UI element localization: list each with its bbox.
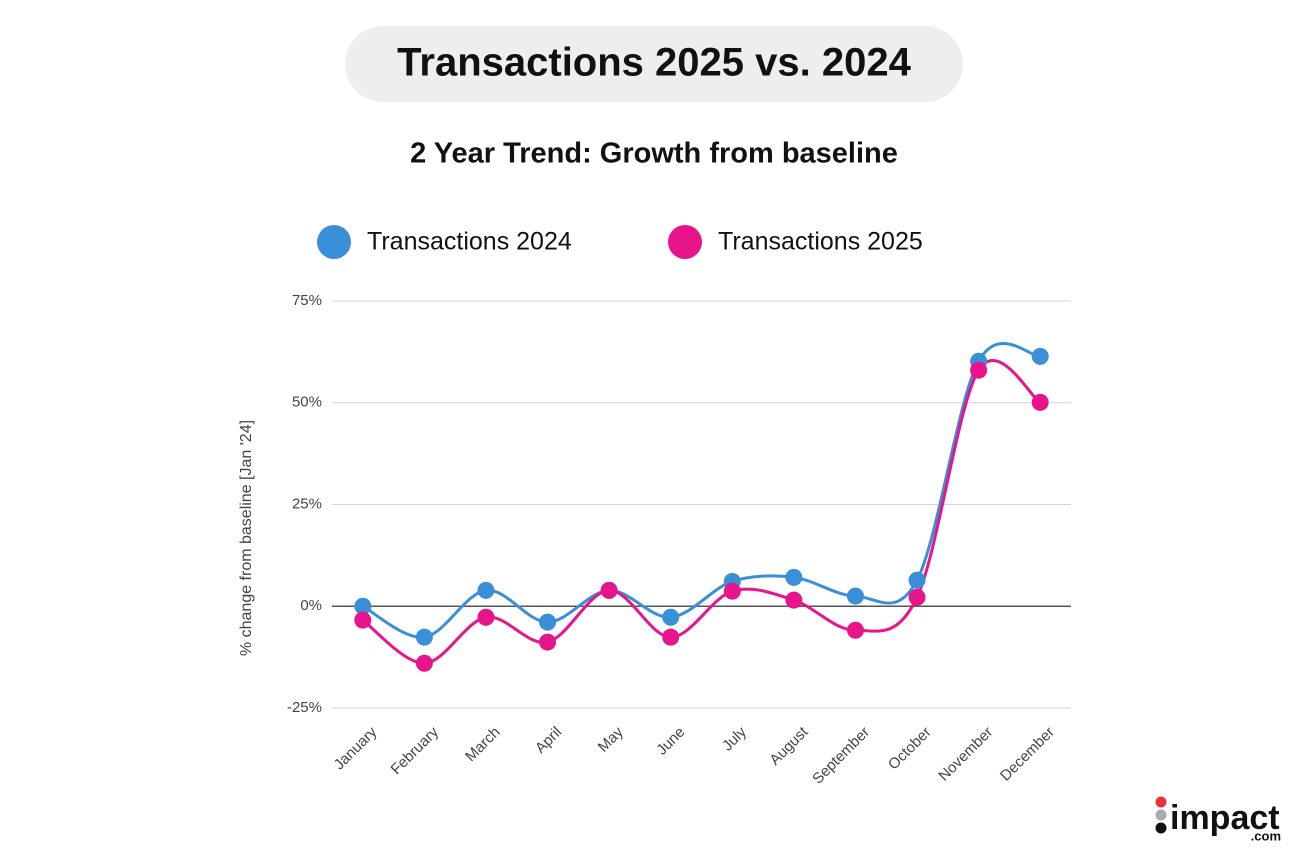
- data-point: [477, 581, 495, 599]
- logo-dot: [1155, 796, 1167, 808]
- x-tick-label: December: [997, 724, 1058, 785]
- x-tick-label: October: [885, 724, 935, 774]
- data-point: [723, 582, 741, 600]
- data-point: [662, 628, 680, 646]
- data-point: [539, 613, 557, 631]
- x-tick-label: July: [719, 723, 750, 754]
- data-point: [846, 621, 864, 639]
- data-point: [970, 361, 988, 379]
- legend-marker: [317, 225, 351, 259]
- x-tick-label: May: [595, 723, 627, 755]
- data-point: [477, 608, 495, 626]
- data-point: [1031, 347, 1049, 365]
- chart-title: Transactions 2025 vs. 2024: [397, 41, 911, 85]
- data-point: [539, 633, 557, 651]
- data-point: [908, 571, 926, 589]
- series-line: [362, 342, 1041, 639]
- logo-text: impact: [1170, 799, 1280, 837]
- x-tick-label: January: [331, 723, 381, 773]
- legend-label: Transactions 2024: [367, 228, 572, 256]
- title-pill: [345, 26, 963, 102]
- data-point: [415, 628, 433, 646]
- chart-subtitle: 2 Year Trend: Growth from baseline: [410, 138, 898, 170]
- data-point: [846, 587, 864, 605]
- data-point: [600, 581, 618, 599]
- y-tick-label: 75%: [292, 292, 322, 309]
- logo: impact .com: [1155, 796, 1281, 843]
- data-point: [785, 591, 803, 609]
- y-tick-label: 0%: [300, 597, 322, 614]
- data-point: [908, 588, 926, 606]
- data-point: [1031, 393, 1049, 411]
- logo-dot: [1155, 809, 1167, 821]
- y-axis-label: % change from baseline [Jan '24]: [238, 420, 255, 656]
- x-tick-label: November: [935, 724, 996, 785]
- x-tick-label: June: [653, 724, 688, 759]
- y-tick-label: 25%: [292, 495, 322, 512]
- x-tick-label: February: [388, 723, 443, 778]
- data-point: [415, 654, 433, 672]
- legend-label: Transactions 2025: [718, 228, 923, 256]
- data-point: [354, 597, 372, 615]
- x-tick-label: March: [462, 724, 503, 765]
- data-point: [354, 611, 372, 629]
- x-tick-label: April: [532, 724, 565, 757]
- y-tick-label: -25%: [287, 699, 322, 716]
- logo-dot: [1155, 822, 1167, 834]
- x-tick-label: August: [766, 723, 812, 769]
- legend-marker: [668, 225, 702, 259]
- x-tick-label: September: [809, 724, 873, 788]
- data-point: [662, 608, 680, 626]
- logo-suffix: .com: [1251, 828, 1281, 843]
- y-tick-label: 50%: [292, 394, 322, 411]
- data-point: [785, 568, 803, 586]
